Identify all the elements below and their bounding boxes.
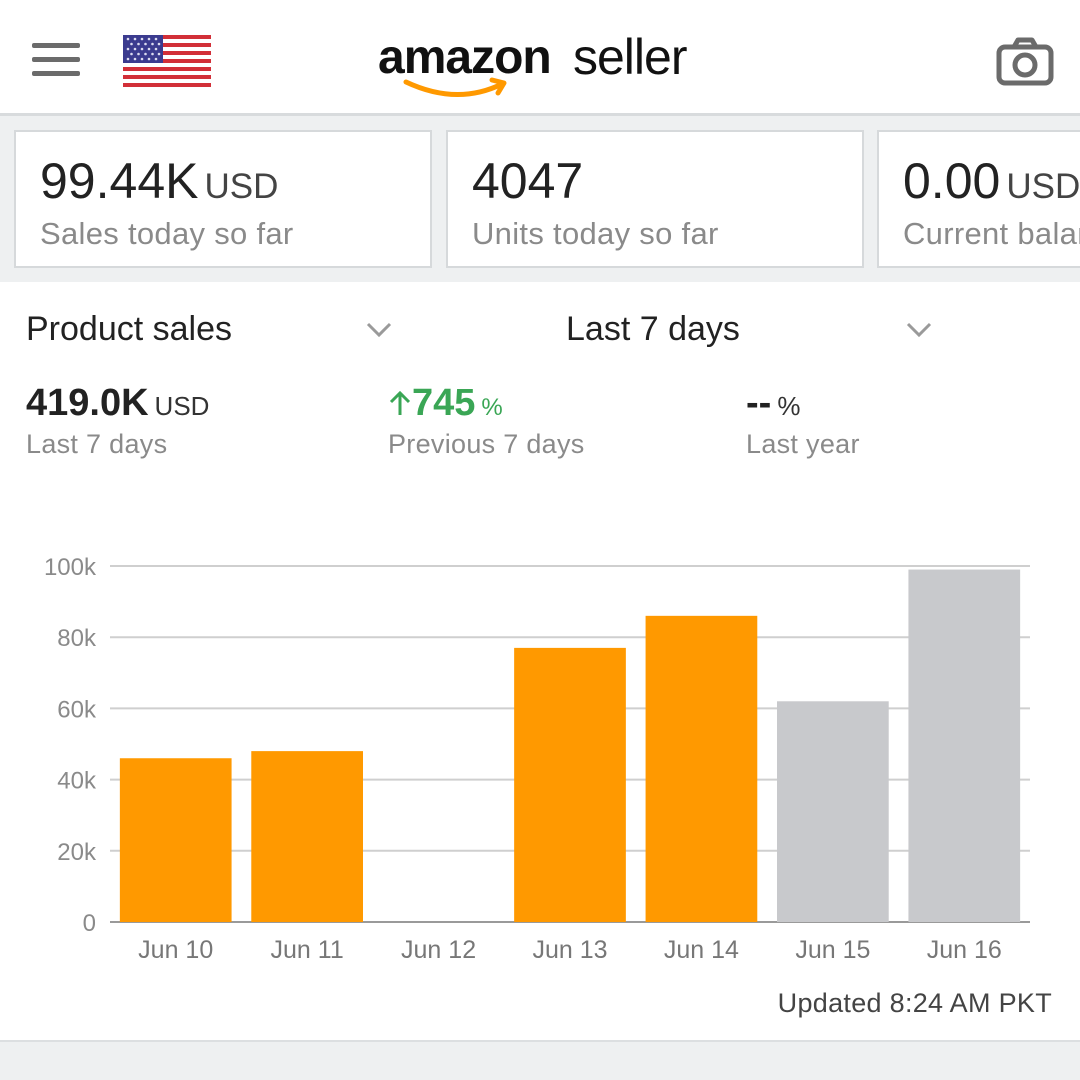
stat-label: Units today so far bbox=[472, 216, 719, 251]
chevron-down-icon bbox=[366, 322, 392, 338]
period-dropdown[interactable]: Last 7 days bbox=[566, 310, 936, 360]
stat-value: 99.44K USD bbox=[40, 152, 278, 210]
bar bbox=[251, 751, 363, 922]
metric-unit: % bbox=[777, 391, 801, 421]
amazon-seller-logo: amazon seller bbox=[378, 22, 708, 102]
x-tick-label: Jun 15 bbox=[795, 936, 870, 964]
bar bbox=[514, 647, 626, 922]
x-tick-label: Jun 13 bbox=[532, 936, 607, 964]
us-flag-icon[interactable] bbox=[123, 35, 211, 87]
metric-dropdown-label: Product sales bbox=[26, 310, 232, 348]
y-tick-label: 20k bbox=[57, 839, 97, 866]
stats-strip: 99.44K USD Sales today so far 4047 Units … bbox=[0, 116, 1080, 282]
amazon-smile-icon bbox=[403, 77, 507, 97]
updated-timestamp: Updated 8:24 AM PKT bbox=[777, 988, 1052, 1018]
stat-number: 99.44K bbox=[40, 153, 199, 209]
camera-icon[interactable] bbox=[996, 36, 1054, 86]
sales-bar-chart: 0 20k 40k 60k 80k 100k Jun 10 Jun 11 Jun 12 Jun 1… bbox=[44, 554, 1030, 964]
metric-previous-7-days: 745% Previous 7 days bbox=[388, 382, 585, 460]
hamburger-menu-icon[interactable] bbox=[30, 40, 82, 78]
logo-word-seller: seller bbox=[573, 29, 687, 85]
metric-value: -- bbox=[746, 382, 772, 424]
bar bbox=[119, 758, 232, 922]
stat-unit: USD bbox=[1006, 167, 1080, 206]
logo-word-amazon: amazon bbox=[378, 31, 552, 84]
metric-label: Last year bbox=[746, 429, 860, 459]
chevron-down-icon bbox=[906, 322, 932, 338]
stat-card-sales[interactable]: 99.44K USD Sales today so far bbox=[14, 130, 432, 268]
period-dropdown-label: Last 7 days bbox=[566, 310, 740, 348]
bottom-divider bbox=[0, 1040, 1080, 1080]
arrow-up-icon bbox=[389, 390, 411, 415]
stat-value: 0.00 USD bbox=[903, 152, 1080, 210]
stat-card-units[interactable]: 4047 Units today so far bbox=[446, 130, 864, 268]
x-tick-label: Jun 12 bbox=[401, 936, 476, 964]
metric-label: Last 7 days bbox=[26, 429, 168, 459]
x-tick-label: Jun 11 bbox=[271, 936, 344, 964]
y-tick-label: 60k bbox=[57, 696, 97, 723]
bar bbox=[777, 701, 889, 922]
metric-last-7-days: 419.0K USD Last 7 days bbox=[26, 382, 209, 460]
metric-unit: % bbox=[481, 394, 503, 421]
y-tick-label: 40k bbox=[57, 768, 97, 795]
metric-dropdown[interactable]: Product sales bbox=[26, 310, 396, 360]
metric-last-year: --% Last year bbox=[746, 382, 860, 460]
x-tick-label: Jun 10 bbox=[138, 936, 213, 964]
app-header: amazon seller bbox=[0, 0, 1080, 116]
metric-value: 745 bbox=[412, 382, 476, 424]
sales-chart-panel: Product sales Last 7 days 419.0K USD Last… bbox=[0, 282, 1080, 1040]
metric-unit: USD bbox=[154, 391, 210, 421]
y-tick-label: 80k bbox=[57, 625, 97, 652]
metric-label: Previous 7 days bbox=[388, 429, 585, 459]
stat-unit: USD bbox=[204, 167, 279, 206]
y-tick-label: 0 bbox=[83, 910, 96, 937]
x-tick-label: Jun 14 bbox=[664, 936, 739, 964]
stat-label: Sales today so far bbox=[40, 216, 294, 251]
bar bbox=[645, 615, 758, 922]
stat-value: 4047 bbox=[472, 152, 589, 210]
stat-number: 4047 bbox=[472, 153, 584, 209]
stat-label: Current balance bbox=[903, 216, 1080, 251]
x-tick-label: Jun 16 bbox=[927, 936, 1002, 964]
stat-number: 0.00 bbox=[903, 153, 1001, 209]
metric-value: 419.0K bbox=[26, 382, 149, 424]
bar bbox=[908, 569, 1021, 922]
y-tick-label: 100k bbox=[44, 554, 97, 581]
